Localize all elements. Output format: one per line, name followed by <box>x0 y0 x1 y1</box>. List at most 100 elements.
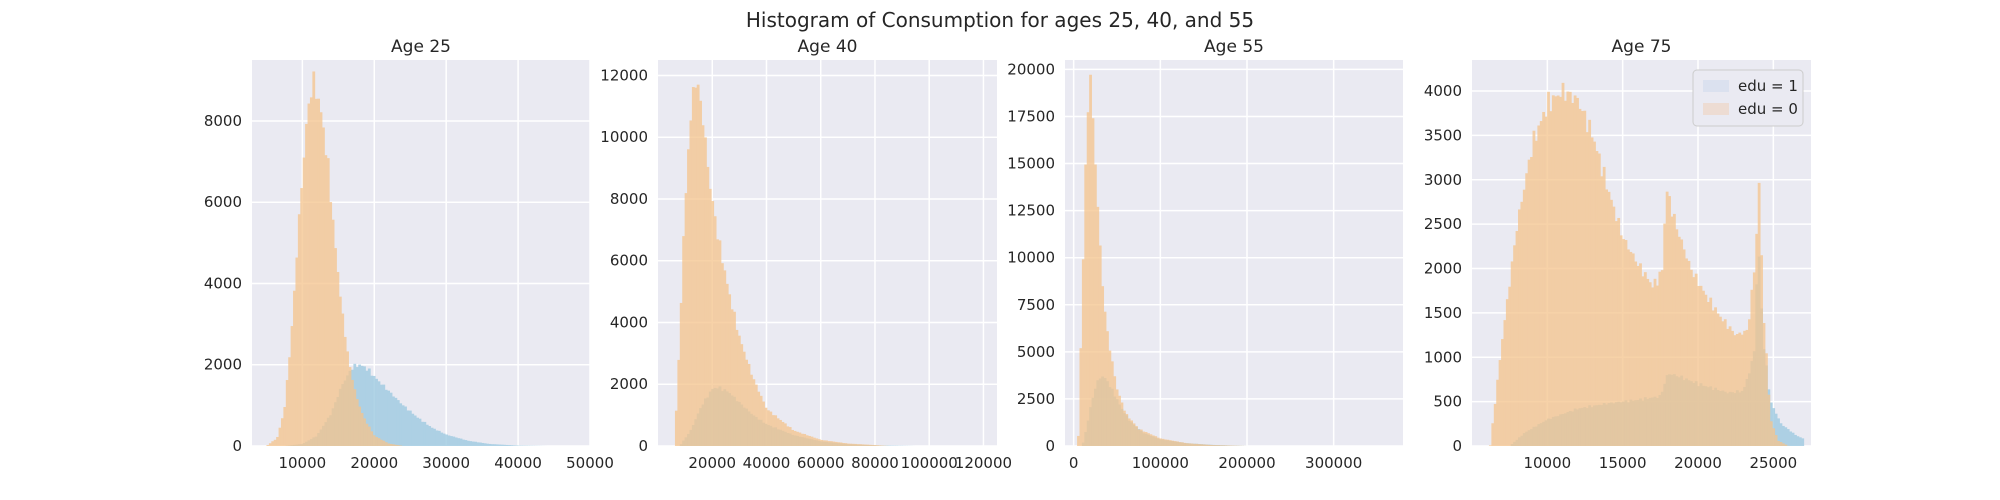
panel-4-bar <box>1498 360 1502 446</box>
panel-2-bar <box>730 309 734 446</box>
panel-3-bar <box>1176 441 1179 446</box>
panel-1-bar <box>334 248 337 446</box>
panel-3-bar <box>1144 432 1148 446</box>
panel-1-bar <box>478 442 482 446</box>
panel-4-bar <box>1672 213 1676 446</box>
panel-3-bar <box>1098 245 1102 446</box>
panel-4-bar <box>1779 442 1783 446</box>
panel-1-bar <box>382 440 386 446</box>
panel-4-bar <box>1668 196 1671 446</box>
panel-2-bar <box>771 415 775 446</box>
panel-3-bar <box>1183 442 1187 446</box>
panel-4-bar <box>1510 261 1514 446</box>
panel-4-y-tick-label: 2000 <box>1424 260 1462 278</box>
panel-1-bar <box>416 417 419 446</box>
panel-2-bar <box>866 444 870 446</box>
panel-4-bar <box>1789 431 1793 446</box>
panel-3-bar <box>1166 439 1170 446</box>
panel-4-bar <box>1525 173 1529 446</box>
panel-2-bar <box>849 443 853 446</box>
panel-1-bar <box>389 443 393 446</box>
panel-3-bar <box>1221 445 1225 446</box>
panel-1-bar <box>268 443 272 446</box>
panel-2-y-tick-label: 10000 <box>600 128 648 146</box>
panel-4-bar <box>1496 379 1500 446</box>
panel-1-bar <box>290 326 294 446</box>
panel-3-y-tick-label: 15000 <box>1007 155 1055 173</box>
panel-1-bar <box>515 445 518 446</box>
panel-3-bar <box>1200 444 1204 446</box>
panel-2-bar <box>716 239 719 446</box>
panel-2-bar <box>781 421 785 446</box>
panel-1-bar <box>331 219 335 446</box>
panel-4-bar <box>1670 216 1674 446</box>
panel-4-bar <box>1718 316 1722 446</box>
panel-2-bar <box>846 443 850 446</box>
panel-4-bar <box>1723 319 1727 446</box>
panel-4-bar <box>1590 137 1594 446</box>
panel-4-bar <box>1614 221 1618 446</box>
panel-3-bar <box>1081 259 1085 446</box>
panel-1-bar <box>462 439 465 446</box>
panel-4-x-tick-label: 10000 <box>1523 454 1571 472</box>
panel-4-bar <box>1779 423 1783 446</box>
panel-1-bar <box>425 424 429 446</box>
panel-1-bar <box>452 436 456 446</box>
panel-2-bar <box>875 445 879 446</box>
panel-2-bar <box>829 441 833 446</box>
panel-2-series-edu-0 <box>674 84 889 446</box>
panel-1-bar <box>326 158 330 446</box>
panel-1-bar <box>297 214 301 446</box>
panel-4-bar <box>1801 438 1805 446</box>
panel-1-bar <box>442 433 446 446</box>
panel-1-bar <box>346 351 349 446</box>
panel-4-bar <box>1539 121 1543 446</box>
panel-4-bar <box>1692 277 1696 446</box>
panel-1-bar <box>387 443 391 446</box>
panel-4-bar <box>1781 425 1785 446</box>
panel-2-bar <box>699 100 702 446</box>
panel-4-bar <box>1748 319 1751 446</box>
panel-1-bar <box>317 98 320 446</box>
panel-4-y-tick-label: 2500 <box>1424 215 1462 233</box>
panel-4-bar <box>1716 313 1720 446</box>
panel-3: Age 55 0 100000 200000 300000 0 2500 5000 7500 10… <box>1007 37 1403 472</box>
panel-4-bar <box>1549 111 1553 446</box>
panel-2-bar <box>805 435 809 446</box>
panel-1-bar <box>406 410 410 446</box>
panel-1-bar <box>445 434 448 446</box>
panel-2-bar <box>740 344 744 446</box>
panel-1-bar <box>302 157 306 446</box>
panel-4-bar <box>1593 141 1596 446</box>
panel-1-bar <box>500 444 504 446</box>
panel-4-bar <box>1643 272 1647 446</box>
panel-3-series-edu-0 <box>1077 74 1247 446</box>
panel-1-bar <box>370 431 374 446</box>
panel-4-bar <box>1518 209 1521 446</box>
panel-2-bar <box>696 84 700 446</box>
panel-4-y-tick-label: 1500 <box>1424 304 1462 322</box>
panel-2-bar <box>774 415 778 446</box>
panel-4-bar <box>1542 111 1546 446</box>
panel-1-bar <box>423 421 427 446</box>
panel-3-bar <box>1180 442 1184 446</box>
panel-4-bar <box>1726 328 1730 446</box>
panel-4-bar <box>1571 102 1575 446</box>
panel-2-bar <box>878 445 882 446</box>
panel-1-bar <box>491 444 494 446</box>
panel-4-bar <box>1508 286 1512 446</box>
panel-3-x-tick-label: 200000 <box>1218 454 1275 472</box>
panel-4-bar <box>1648 282 1652 446</box>
panel-1-bar <box>507 445 511 446</box>
panel-1-bar <box>341 313 345 446</box>
panel-1-bar <box>399 403 403 446</box>
panel-1-bar <box>394 444 398 446</box>
panel-3-y-tick-label: 7500 <box>1017 296 1055 314</box>
panel-2-bar <box>839 442 843 446</box>
panel-2-bar <box>718 240 722 446</box>
panel-1-bar <box>271 441 275 446</box>
panel-4-bar <box>1503 320 1507 446</box>
panel-1-bar <box>437 430 441 446</box>
panel-1-bar <box>440 432 444 446</box>
panel-3-bar <box>1217 445 1220 446</box>
